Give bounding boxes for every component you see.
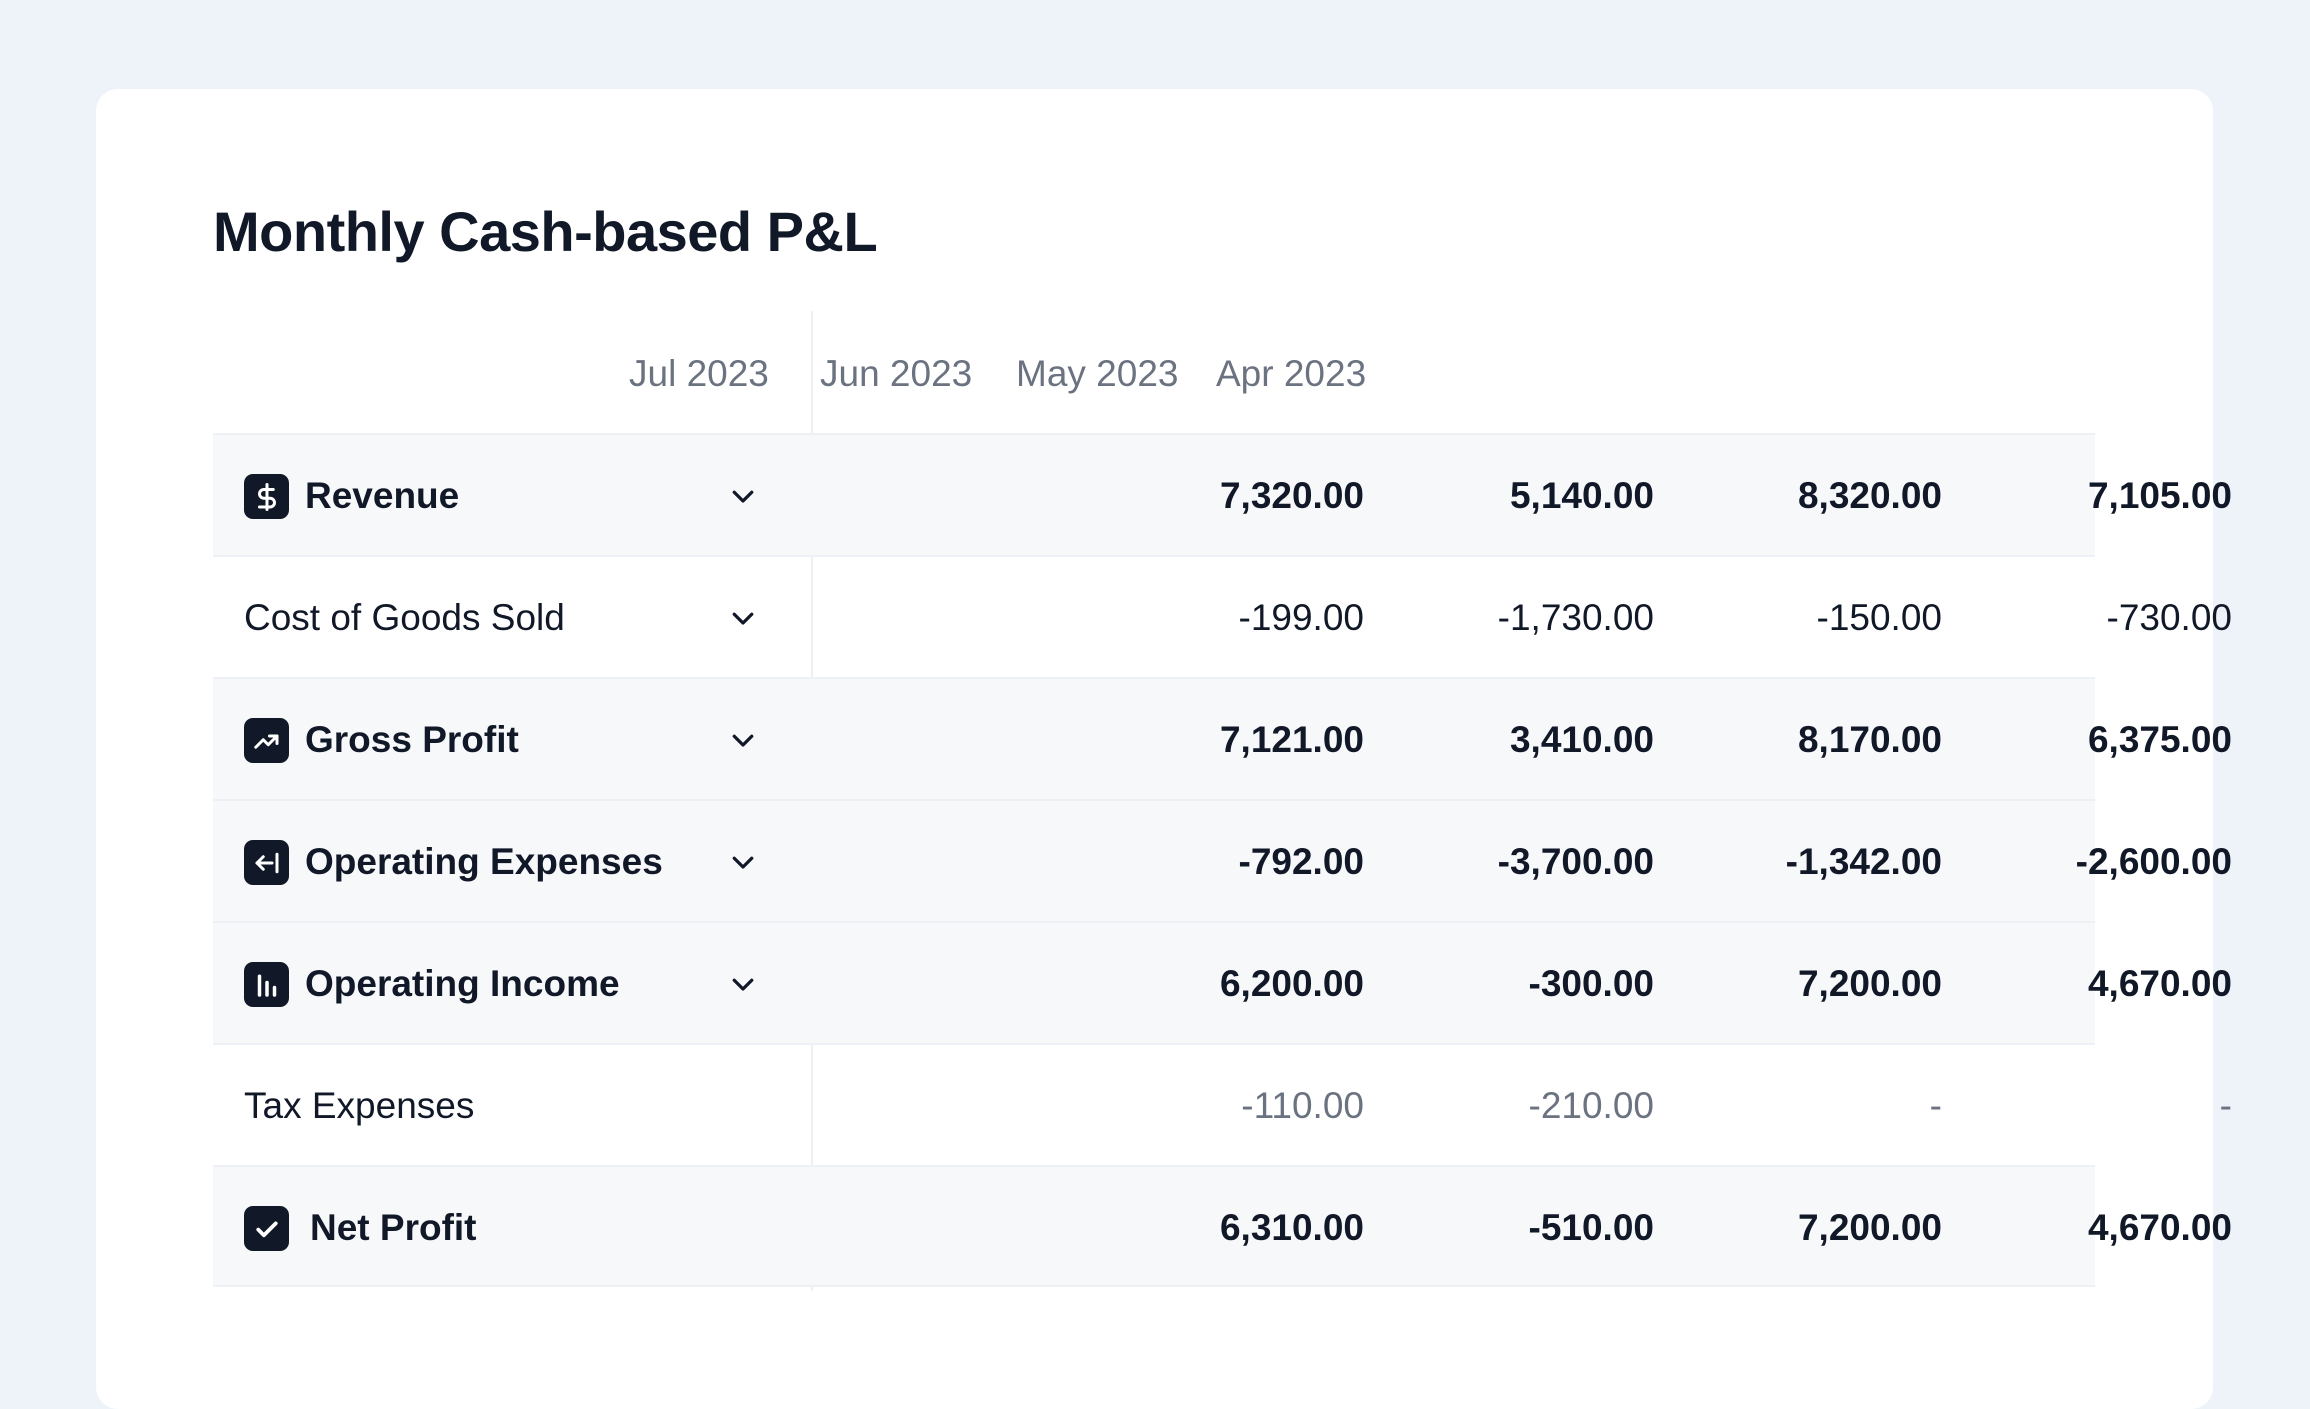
trending-up-icon <box>244 718 289 763</box>
chevron-down-icon[interactable] <box>728 847 758 877</box>
cell-value: -730.00 <box>2106 597 2233 638</box>
cell-value: -1,730.00 <box>1497 597 1654 638</box>
page-title: Monthly Cash-based P&L <box>213 200 878 263</box>
table-row-cogs[interactable]: Cost of Goods Sold -199.00 -1,730.00 -15… <box>213 555 2232 677</box>
row-label: Net Profit <box>310 1207 477 1248</box>
table-header: Jul 2023 Jun 2023 May 2023 Apr 2023 <box>213 311 2095 433</box>
cell-value: 6,310.00 <box>1219 1207 1364 1248</box>
column-header-apr-2023: Apr 2023 <box>1216 353 1367 394</box>
dollar-icon <box>244 474 289 519</box>
cell-value: 8,320.00 <box>1797 475 1942 516</box>
cell-value: -150.00 <box>1816 597 1943 638</box>
table-row-gross-profit[interactable]: Gross Profit 7,121.00 3,410.00 8,170.00 … <box>213 677 2232 799</box>
cell-value: -510.00 <box>1528 1207 1655 1248</box>
page-background: Monthly Cash-based P&L Jul 2023 Jun 2023… <box>96 89 2232 1409</box>
column-header-jun-2023: Jun 2023 <box>820 353 973 394</box>
row-label: Gross Profit <box>305 719 519 760</box>
cell-value: 3,410.00 <box>1509 719 1654 760</box>
chevron-down-icon[interactable] <box>728 603 758 633</box>
cell-value: 7,105.00 <box>2087 475 2232 516</box>
table-row-operating-income[interactable]: Operating Income 6,200.00 -300.00 7,200.… <box>213 921 2232 1043</box>
arrow-left-bar-icon <box>244 840 289 885</box>
chevron-down-icon[interactable] <box>728 725 758 755</box>
cell-value: -792.00 <box>1238 841 1365 882</box>
cell-value: -1,342.00 <box>1785 841 1942 882</box>
cell-value: -3,700.00 <box>1497 841 1654 882</box>
chevron-down-icon[interactable] <box>728 969 758 999</box>
row-label: Revenue <box>305 475 460 516</box>
table-row-net-profit: Net Profit 6,310.00 -510.00 7,200.00 4,6… <box>213 1165 2232 1287</box>
cell-value: - <box>1929 1085 1942 1126</box>
cell-value: -300.00 <box>1528 963 1655 1004</box>
cell-value: 6,200.00 <box>1219 963 1364 1004</box>
cell-value: 7,200.00 <box>1797 963 1942 1004</box>
check-icon <box>244 1206 289 1251</box>
table-row-operating-expenses[interactable]: Operating Expenses -792.00 -3,700.00 -1,… <box>213 799 2232 921</box>
row-label: Tax Expenses <box>244 1085 475 1126</box>
cell-value: -210.00 <box>1528 1085 1655 1126</box>
cell-value: 6,375.00 <box>2087 719 2232 760</box>
cell-value: - <box>2219 1085 2232 1126</box>
bar-chart-icon <box>244 962 289 1007</box>
cell-value: -110.00 <box>1241 1085 1364 1126</box>
cell-value: 4,670.00 <box>2087 963 2232 1004</box>
cell-value: 4,670.00 <box>2087 1207 2232 1248</box>
row-label: Operating Expenses <box>305 841 663 882</box>
table-row-tax-expenses: Tax Expenses -110.00 -210.00 - - <box>213 1043 2232 1165</box>
row-label: Operating Income <box>305 963 620 1004</box>
pnl-table: Jul 2023 Jun 2023 May 2023 Apr 2023 Reve… <box>213 311 2232 1291</box>
cell-value: -199.00 <box>1238 597 1365 638</box>
table-row-revenue[interactable]: Revenue 7,320.00 5,140.00 8,320.00 7,105… <box>213 433 2232 555</box>
chevron-down-icon[interactable] <box>728 481 758 511</box>
cell-value: 8,170.00 <box>1797 719 1942 760</box>
cell-value: 7,200.00 <box>1797 1207 1942 1248</box>
cell-value: 7,320.00 <box>1219 475 1364 516</box>
cell-value: 5,140.00 <box>1509 475 1654 516</box>
column-header-jul-2023: Jul 2023 <box>629 353 769 394</box>
cell-value: 7,121.00 <box>1219 719 1364 760</box>
row-label: Cost of Goods Sold <box>244 597 565 638</box>
cell-value: -2,600.00 <box>2075 841 2232 882</box>
column-header-may-2023: May 2023 <box>1016 353 1179 394</box>
